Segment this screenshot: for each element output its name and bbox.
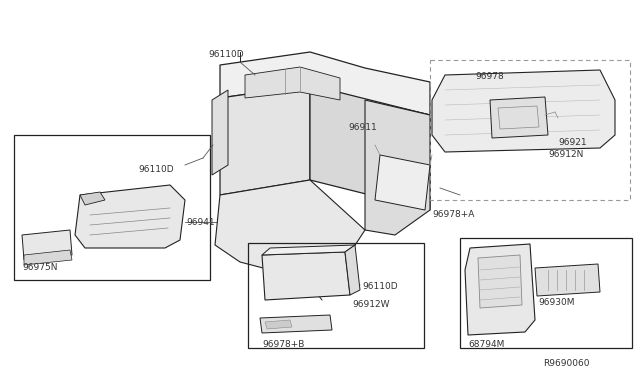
Polygon shape <box>212 90 228 175</box>
Text: 68794M: 68794M <box>468 340 504 349</box>
Polygon shape <box>220 85 310 195</box>
Polygon shape <box>80 192 105 205</box>
Text: 96912W: 96912W <box>352 300 390 309</box>
Polygon shape <box>478 255 522 308</box>
Polygon shape <box>245 67 340 100</box>
Text: 96975N: 96975N <box>22 263 58 272</box>
Polygon shape <box>75 185 185 248</box>
Text: 96110D: 96110D <box>362 282 397 291</box>
Polygon shape <box>260 315 332 333</box>
Polygon shape <box>432 70 615 152</box>
Polygon shape <box>265 320 292 329</box>
Polygon shape <box>490 97 548 138</box>
Polygon shape <box>365 100 430 235</box>
Bar <box>248 243 424 348</box>
Polygon shape <box>262 252 350 300</box>
Circle shape <box>277 259 309 291</box>
Text: 96978: 96978 <box>475 72 504 81</box>
Polygon shape <box>220 52 430 115</box>
Bar <box>430 60 630 200</box>
Polygon shape <box>215 180 365 275</box>
Text: 96941: 96941 <box>186 218 214 227</box>
Polygon shape <box>310 85 430 210</box>
Bar <box>460 238 632 348</box>
Text: 96921: 96921 <box>558 138 587 147</box>
Text: 96978+A: 96978+A <box>432 210 474 219</box>
Text: 96978+B: 96978+B <box>262 340 305 349</box>
Polygon shape <box>262 245 355 255</box>
Text: 96911: 96911 <box>348 123 377 132</box>
Polygon shape <box>22 230 72 260</box>
Text: 96930M: 96930M <box>538 298 575 307</box>
Polygon shape <box>24 250 72 265</box>
Polygon shape <box>345 245 360 295</box>
Polygon shape <box>375 155 430 210</box>
Text: 96110D: 96110D <box>138 165 173 174</box>
Text: 96110D: 96110D <box>208 50 244 59</box>
Text: 96912N: 96912N <box>548 150 584 159</box>
Polygon shape <box>535 264 600 296</box>
Circle shape <box>309 258 341 290</box>
Bar <box>14 135 210 280</box>
Polygon shape <box>465 244 535 335</box>
Text: R9690060: R9690060 <box>543 359 590 368</box>
